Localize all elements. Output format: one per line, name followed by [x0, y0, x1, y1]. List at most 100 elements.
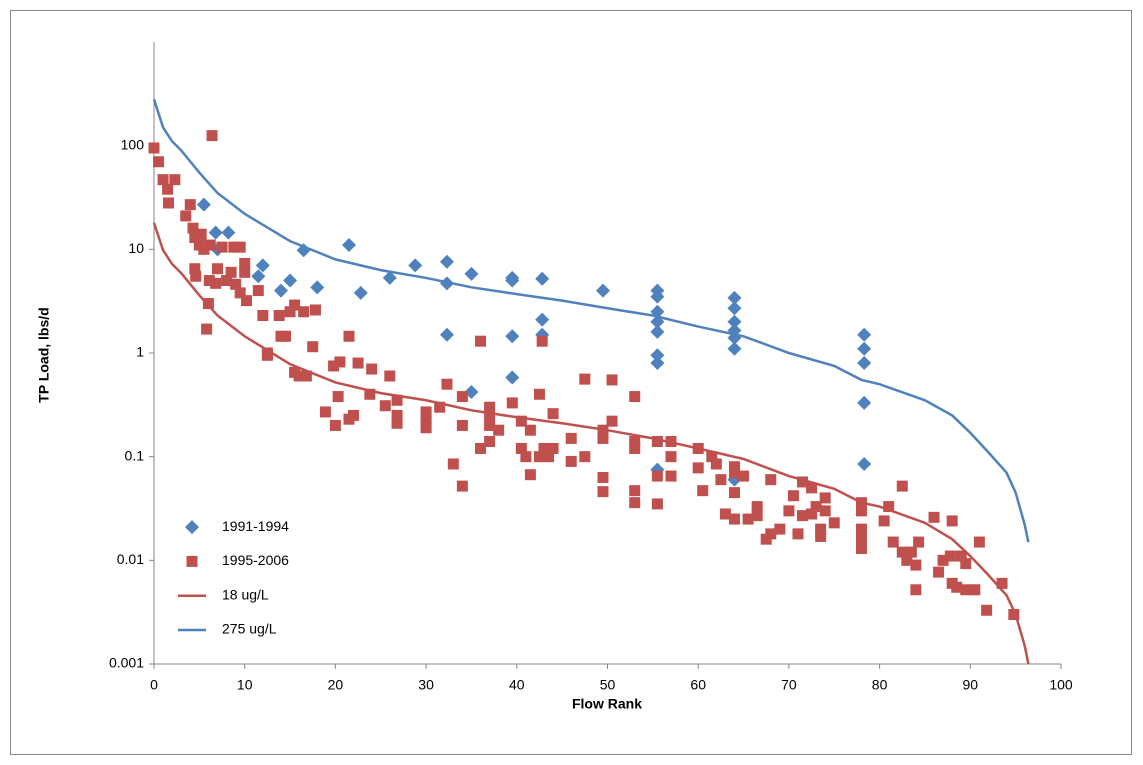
point [855, 523, 867, 535]
point [651, 470, 663, 482]
point [484, 409, 496, 421]
point [960, 584, 972, 596]
point [969, 584, 981, 596]
point [857, 341, 872, 356]
point [216, 241, 228, 253]
point [629, 485, 641, 497]
point [261, 349, 273, 361]
point [728, 487, 740, 499]
point [928, 511, 940, 523]
point [184, 199, 196, 211]
point [910, 559, 922, 571]
point [650, 324, 665, 339]
point [319, 406, 331, 418]
point [719, 508, 731, 520]
point [241, 295, 253, 307]
point [342, 238, 357, 253]
point [230, 278, 242, 290]
point [650, 289, 665, 304]
point [505, 273, 520, 288]
point [353, 285, 368, 300]
x-axis-title: Flow Rank [572, 696, 642, 712]
point [379, 400, 391, 412]
x-tick-label: 10 [237, 677, 253, 693]
point [981, 604, 993, 616]
point [905, 546, 917, 558]
y-tick-label: 100 [121, 136, 145, 152]
x-tick-label: 60 [690, 677, 706, 693]
legend-swatch [185, 520, 199, 535]
point [951, 581, 963, 593]
point [420, 413, 432, 425]
point [547, 442, 559, 454]
point [797, 510, 809, 522]
point [190, 270, 202, 282]
point [257, 310, 269, 322]
legend-label: 275 ug/L [222, 621, 277, 637]
point [334, 356, 346, 368]
point [901, 554, 913, 566]
point [727, 290, 742, 305]
point [201, 323, 213, 335]
point [196, 197, 211, 212]
point [252, 285, 264, 297]
y-tick-label: 1 [136, 344, 144, 360]
point [946, 515, 958, 527]
point [538, 442, 550, 454]
point [629, 436, 641, 448]
point [692, 462, 704, 474]
point [255, 258, 270, 273]
point [280, 330, 292, 342]
point [456, 480, 468, 492]
point [391, 409, 403, 421]
point [352, 357, 364, 369]
legend-label: 1991-1994 [222, 518, 289, 534]
point [332, 391, 344, 403]
point [484, 419, 496, 431]
y-tick-label: 10 [128, 240, 144, 256]
x-tick-label: 70 [781, 677, 797, 693]
point [439, 254, 454, 269]
point [195, 228, 207, 240]
point [148, 142, 160, 154]
point [606, 415, 618, 427]
point [996, 577, 1008, 589]
x-tick-label: 80 [872, 677, 888, 693]
point [289, 299, 301, 311]
x-tick-label: 50 [600, 677, 616, 693]
point [565, 432, 577, 444]
point [815, 523, 827, 535]
point [464, 266, 479, 281]
point [221, 225, 236, 240]
x-tick-label: 30 [418, 677, 434, 693]
point [535, 312, 550, 327]
point [665, 470, 677, 482]
point [211, 263, 223, 275]
point [162, 183, 174, 195]
point [515, 415, 527, 427]
point [937, 554, 949, 566]
point [944, 550, 956, 562]
point [484, 436, 496, 448]
y-tick-label: 0.1 [125, 447, 145, 463]
point [606, 374, 618, 386]
point [819, 492, 831, 504]
point [651, 498, 663, 510]
point [579, 373, 591, 385]
point [384, 370, 396, 382]
point [727, 301, 742, 316]
x-tick-label: 0 [150, 677, 158, 693]
point [506, 397, 518, 409]
point [855, 533, 867, 545]
point [234, 241, 246, 253]
legend-label: 1995-2006 [222, 552, 289, 568]
point [210, 277, 222, 289]
point [475, 335, 487, 347]
point [364, 388, 376, 400]
line [152, 222, 1030, 665]
point [797, 476, 809, 488]
point [955, 550, 967, 562]
point [434, 401, 446, 413]
point [348, 409, 360, 421]
point [783, 505, 795, 517]
